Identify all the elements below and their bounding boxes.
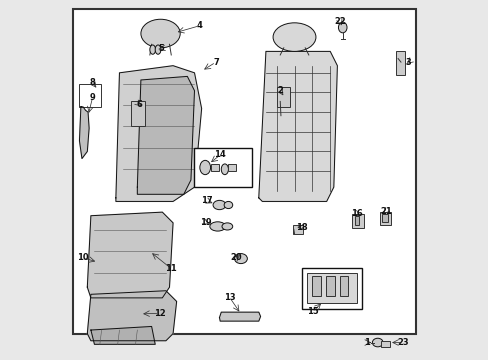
Ellipse shape	[234, 253, 247, 264]
Text: 5: 5	[159, 44, 164, 53]
Text: 10: 10	[77, 253, 89, 262]
Bar	[395, 51, 405, 75]
Text: 14: 14	[214, 150, 225, 159]
Bar	[351, 214, 364, 228]
Text: 13: 13	[223, 293, 235, 302]
Bar	[306, 273, 356, 303]
Ellipse shape	[209, 222, 225, 231]
Polygon shape	[91, 327, 155, 344]
Polygon shape	[87, 291, 176, 341]
Bar	[381, 214, 387, 222]
Text: 19: 19	[200, 219, 212, 228]
Bar	[312, 276, 321, 296]
Text: 20: 20	[230, 253, 242, 262]
Text: 7: 7	[213, 58, 218, 67]
Polygon shape	[116, 66, 201, 202]
Bar	[380, 212, 390, 225]
Bar	[210, 164, 219, 171]
Text: 3: 3	[405, 58, 411, 67]
Bar	[325, 276, 334, 296]
Bar	[381, 341, 389, 347]
Text: 15: 15	[306, 307, 318, 316]
Text: 17: 17	[201, 196, 212, 205]
Text: 21: 21	[379, 207, 391, 216]
Text: 22: 22	[334, 17, 346, 26]
Polygon shape	[87, 212, 173, 298]
Text: 9: 9	[90, 93, 95, 102]
Bar	[292, 225, 303, 234]
Ellipse shape	[338, 22, 346, 33]
Ellipse shape	[372, 338, 382, 347]
Bar	[339, 276, 348, 296]
Bar	[277, 87, 289, 107]
Polygon shape	[219, 312, 260, 321]
Text: 11: 11	[165, 264, 177, 273]
Text: 18: 18	[295, 222, 307, 231]
Text: 23: 23	[396, 338, 408, 347]
Text: 6: 6	[136, 100, 142, 109]
Ellipse shape	[141, 19, 180, 48]
Ellipse shape	[224, 202, 232, 208]
Bar	[354, 216, 358, 225]
Polygon shape	[80, 107, 89, 158]
Text: 8: 8	[90, 78, 95, 87]
Bar	[80, 84, 101, 107]
Ellipse shape	[272, 23, 315, 51]
Text: 16: 16	[350, 210, 362, 219]
Ellipse shape	[149, 45, 155, 54]
Text: 2: 2	[277, 86, 283, 95]
Text: 1: 1	[364, 338, 369, 347]
Ellipse shape	[221, 164, 228, 175]
Polygon shape	[137, 76, 194, 194]
Polygon shape	[258, 51, 337, 202]
Text: 4: 4	[197, 21, 203, 30]
Bar	[301, 267, 362, 309]
Bar	[131, 102, 145, 126]
Ellipse shape	[213, 201, 225, 210]
Bar	[194, 148, 251, 187]
Ellipse shape	[200, 160, 210, 175]
Text: 12: 12	[153, 309, 165, 318]
Bar	[228, 164, 235, 171]
Ellipse shape	[222, 223, 232, 230]
Ellipse shape	[155, 45, 161, 54]
